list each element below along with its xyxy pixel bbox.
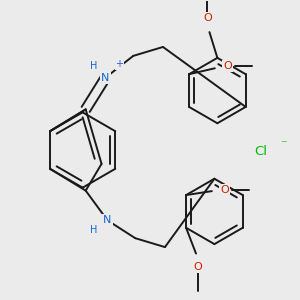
Text: H: H [90, 225, 97, 235]
Text: Cl: Cl [254, 146, 268, 158]
Text: +: + [116, 59, 123, 69]
Text: N: N [101, 73, 110, 83]
Text: O: O [203, 13, 212, 23]
Text: O: O [220, 185, 229, 195]
Text: O: O [194, 262, 202, 272]
Text: H: H [90, 61, 97, 71]
Text: N: N [103, 215, 112, 225]
Text: ⁻: ⁻ [280, 139, 287, 152]
Text: O: O [223, 61, 232, 71]
